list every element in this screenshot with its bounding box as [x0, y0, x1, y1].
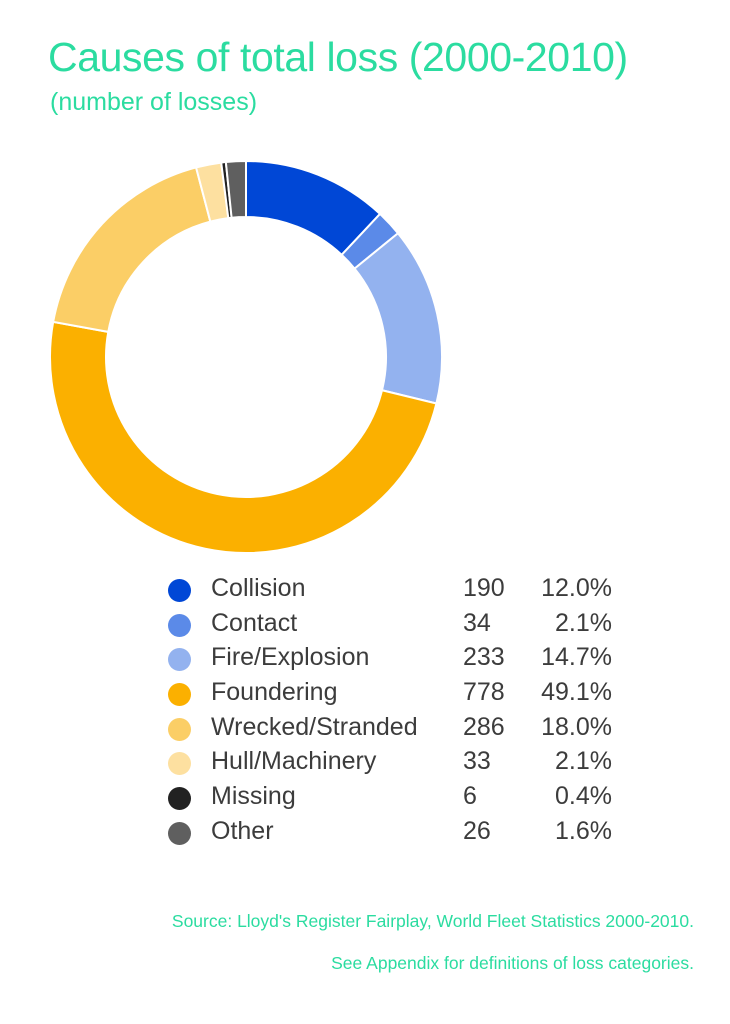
legend-label: Collision: [211, 574, 306, 602]
legend-swatch: [168, 648, 191, 672]
donut-slice-other: [224, 159, 247, 219]
donut-slice-wrecked-stranded: [52, 166, 212, 334]
legend-percent: 0.4%: [555, 782, 612, 811]
legend-row-other: Other 26 1.6%: [168, 816, 618, 851]
legend-label: Other: [211, 816, 274, 845]
legend-row-wrecked-stranded: Wrecked/Stranded 286 18.0%: [168, 712, 618, 747]
legend-count: 26: [463, 816, 491, 845]
legend-count: 233: [463, 643, 505, 672]
legend-label: Missing: [211, 782, 296, 811]
legend-count: 34: [463, 608, 491, 637]
legend-count: 190: [463, 574, 505, 602]
legend-percent: 1.6%: [555, 816, 612, 845]
chart-legend: Collision 190 12.0% Contact 34 2.1% Fire/Explo…: [168, 573, 618, 851]
legend-percent: 14.7%: [541, 643, 612, 672]
legend-row-hull-machinery: Hull/Machinery 33 2.1%: [168, 746, 618, 781]
legend-swatch: [168, 579, 191, 602]
legend-row-foundering: Foundering 778 49.1%: [168, 677, 618, 712]
legend-percent: 2.1%: [555, 747, 612, 776]
legend-count: 778: [463, 678, 505, 707]
donut-slice-foundering: [49, 320, 438, 554]
donut-slice-fire-explosion: [353, 231, 443, 405]
legend-percent: 49.1%: [541, 678, 612, 707]
legend-swatch: [168, 717, 191, 741]
legend-row-missing: Missing 6 0.4%: [168, 781, 618, 816]
legend-label: Foundering: [211, 678, 338, 707]
appendix-note: See Appendix for definitions of loss cat…: [331, 953, 694, 973]
legend-count: 33: [463, 747, 491, 776]
legend-row-fire-explosion: Fire/Explosion 233 14.7%: [168, 642, 618, 677]
legend-label: Contact: [211, 608, 298, 637]
legend-percent: 18.0%: [541, 712, 612, 741]
source-note: Source: Lloyd's Register Fairplay, World…: [171, 911, 694, 931]
legend-percent: 2.1%: [555, 608, 612, 637]
legend-row-contact: Contact 34 2.1%: [168, 608, 618, 643]
legend-label: Fire/Explosion: [211, 643, 370, 672]
legend-swatch: [168, 683, 191, 707]
legend-swatch: [168, 752, 191, 776]
legend-swatch: [168, 787, 191, 811]
legend-swatch: [168, 821, 191, 845]
legend-swatch: [168, 613, 191, 637]
chart-subtitle: (number of losses): [50, 88, 258, 116]
legend-count: 6: [463, 782, 477, 811]
legend-count: 286: [463, 712, 505, 741]
chart-title: Causes of total loss (2000-2010): [48, 34, 628, 80]
legend-label: Hull/Machinery: [211, 747, 377, 776]
legend-row-collision: Collision 190 12.0%: [168, 573, 618, 608]
legend-percent: 12.0%: [541, 574, 612, 602]
legend-label: Wrecked/Stranded: [211, 712, 418, 741]
